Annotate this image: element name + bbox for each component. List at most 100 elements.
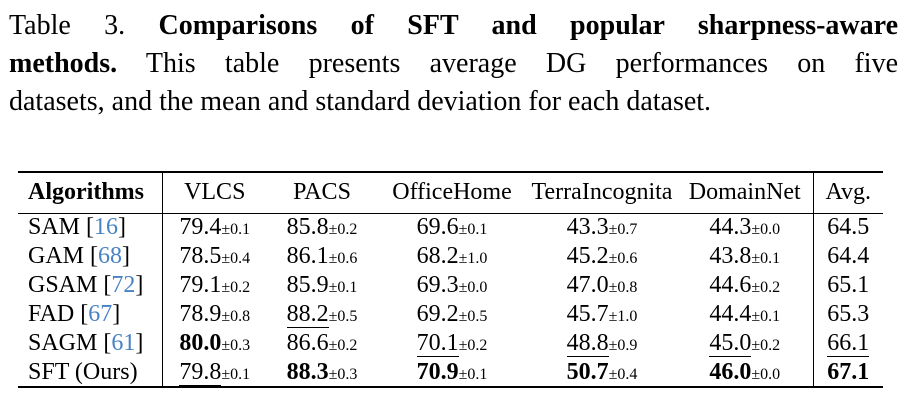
score-std: ±0.8 xyxy=(221,308,251,325)
column-header-domainnet: DomainNet xyxy=(677,172,813,214)
table-row: GAM [68] 78.5±0.4 86.1±0.6 68.2±1.0 45.2±0.6… xyxy=(18,242,883,271)
avg-cell: 64.5 xyxy=(812,213,883,242)
avg-value: 66.1 xyxy=(827,330,870,357)
score-cell: 78.9±0.8 xyxy=(162,300,267,329)
caption-line-1: Table 3. Comparisons of SFT and popular … xyxy=(9,7,898,45)
score-mean: 78.5 xyxy=(179,243,222,269)
algorithm-cell: SAGM [61] xyxy=(18,329,163,358)
citation-bracket-close: ] xyxy=(118,214,127,241)
score-std: ±0.1 xyxy=(458,221,488,239)
column-header-officehome: OfficeHome xyxy=(377,172,527,214)
score-cell: 88.2±0.5 xyxy=(267,300,377,329)
citation-bracket-close: ] xyxy=(135,272,144,298)
score-cell: 50.7±0.4 xyxy=(527,358,677,387)
caption-body-text: This table presents average DG performan… xyxy=(145,48,899,79)
caption-line-3: datasets, and the mean and standard devi… xyxy=(9,83,898,121)
score-cell: 43.8±0.1 xyxy=(677,242,813,271)
algorithm-name: SAGM xyxy=(28,330,98,356)
score-std: ±0.2 xyxy=(328,221,358,239)
score-mean: 70.1 xyxy=(416,330,459,357)
citation-link[interactable]: 16 xyxy=(94,214,119,241)
avg-value: 64.4 xyxy=(827,243,870,269)
citation-bracket-open: [ xyxy=(84,243,99,269)
table-row: SFT (Ours) 79.8±0.1 88.3±0.3 70.9±0.1 50.7±0… xyxy=(18,358,883,387)
score-std: ±0.1 xyxy=(751,250,781,267)
score-mean: 86.1 xyxy=(286,243,329,269)
score-cell: 85.8±0.2 xyxy=(267,213,377,242)
score-cell: 47.0±0.8 xyxy=(527,271,677,300)
column-header-pacs: PACS xyxy=(267,172,377,214)
score-std: ±0.4 xyxy=(221,250,251,267)
column-header-vlcs: VLCS xyxy=(162,172,267,214)
score-cell: 70.9±0.1 xyxy=(377,358,527,387)
score-cell: 78.5±0.4 xyxy=(162,242,267,271)
score-mean: 45.0 xyxy=(709,330,752,357)
column-header-avg: Avg. xyxy=(812,172,883,214)
score-mean: 69.2 xyxy=(416,301,459,327)
score-cell: 44.6±0.2 xyxy=(677,271,813,300)
table-row: FAD [67] 78.9±0.8 88.2±0.5 69.2±0.5 45.7±1.0… xyxy=(18,300,883,329)
score-cell: 45.7±1.0 xyxy=(527,300,677,329)
algorithm-name: GSAM xyxy=(28,272,98,298)
citation-link[interactable]: 68 xyxy=(98,243,123,269)
avg-cell: 67.1 xyxy=(812,358,883,387)
score-cell: 70.1±0.2 xyxy=(377,329,527,358)
score-mean: 68.2 xyxy=(416,243,459,269)
score-mean: 79.1 xyxy=(179,272,222,298)
avg-value: 65.1 xyxy=(827,272,870,298)
algorithm-name: FAD xyxy=(28,301,75,327)
algorithm-cell: GSAM [72] xyxy=(18,271,163,300)
score-mean: 45.2 xyxy=(566,243,609,269)
score-std: ±0.2 xyxy=(328,337,358,354)
score-std: ±0.1 xyxy=(221,365,251,383)
avg-cell: 65.1 xyxy=(812,271,883,300)
avg-cell: 66.1 xyxy=(812,329,883,358)
score-cell: 69.2±0.5 xyxy=(377,300,527,329)
score-std: ±0.6 xyxy=(328,250,358,267)
score-cell: 86.6±0.2 xyxy=(267,329,377,358)
caption-line-2: methods. This table presents average DG … xyxy=(9,45,898,83)
column-header-algorithms: Algorithms xyxy=(18,172,163,214)
header-row: Algorithms VLCS PACS OfficeHome TerraInc… xyxy=(18,172,883,214)
score-std: ±0.5 xyxy=(458,308,488,325)
score-cell: 88.3±0.3 xyxy=(267,358,377,387)
score-mean: 78.9 xyxy=(179,301,222,327)
score-cell: 85.9±0.1 xyxy=(267,271,377,300)
table-body: SAM [16] 79.4±0.1 85.8±0.2 69.6±0.1 43.3±0.7… xyxy=(18,213,883,387)
score-cell: 79.1±0.2 xyxy=(162,271,267,300)
citation-link[interactable]: 67 xyxy=(88,301,113,327)
score-cell: 45.2±0.6 xyxy=(527,242,677,271)
score-std: ±0.0 xyxy=(751,221,781,239)
caption-table-number: Table 3. xyxy=(9,10,126,41)
citation-bracket-open: [ xyxy=(97,330,112,356)
score-cell: 80.0±0.3 xyxy=(162,329,267,358)
citation-bracket-open: [ xyxy=(80,214,95,241)
caption-title-bold: Comparisons of SFT and popular sharpness… xyxy=(158,10,898,41)
score-mean: 79.4 xyxy=(179,214,222,241)
score-std: ±0.4 xyxy=(608,365,638,383)
score-cell: 86.1±0.6 xyxy=(267,242,377,271)
score-cell: 69.6±0.1 xyxy=(377,213,527,242)
score-std: ±0.0 xyxy=(458,279,488,296)
citation-link[interactable]: 72 xyxy=(111,272,136,298)
score-mean: 80.0 xyxy=(179,330,222,356)
score-mean: 48.8 xyxy=(566,330,609,357)
algorithm-cell: SAM [16] xyxy=(18,213,163,242)
citation-bracket-close: ] xyxy=(112,301,121,327)
caption-body-text-cont: datasets, and the mean and standard devi… xyxy=(9,86,712,117)
score-std: ±0.6 xyxy=(608,250,638,267)
citation-link[interactable]: 61 xyxy=(111,330,136,356)
table-row: SAGM [61] 80.0±0.3 86.6±0.2 70.1±0.2 48.8±0.… xyxy=(18,329,883,358)
score-mean: 69.3 xyxy=(416,272,459,298)
algorithm-name: GAM xyxy=(28,243,85,269)
table-row: SAM [16] 79.4±0.1 85.8±0.2 69.6±0.1 43.3±0.7… xyxy=(18,213,883,242)
algorithm-cell: FAD [67] xyxy=(18,300,163,329)
table-row: GSAM [72] 79.1±0.2 85.9±0.1 69.3±0.0 47.0±0.… xyxy=(18,271,883,300)
score-std: ±0.3 xyxy=(328,365,358,383)
score-mean: 88.3 xyxy=(286,358,329,385)
algorithm-cell: GAM [68] xyxy=(18,242,163,271)
score-mean: 47.0 xyxy=(566,272,609,298)
score-std: ±0.5 xyxy=(328,308,358,325)
citation-bracket-close: ] xyxy=(122,243,131,269)
score-std: ±0.2 xyxy=(458,337,488,354)
